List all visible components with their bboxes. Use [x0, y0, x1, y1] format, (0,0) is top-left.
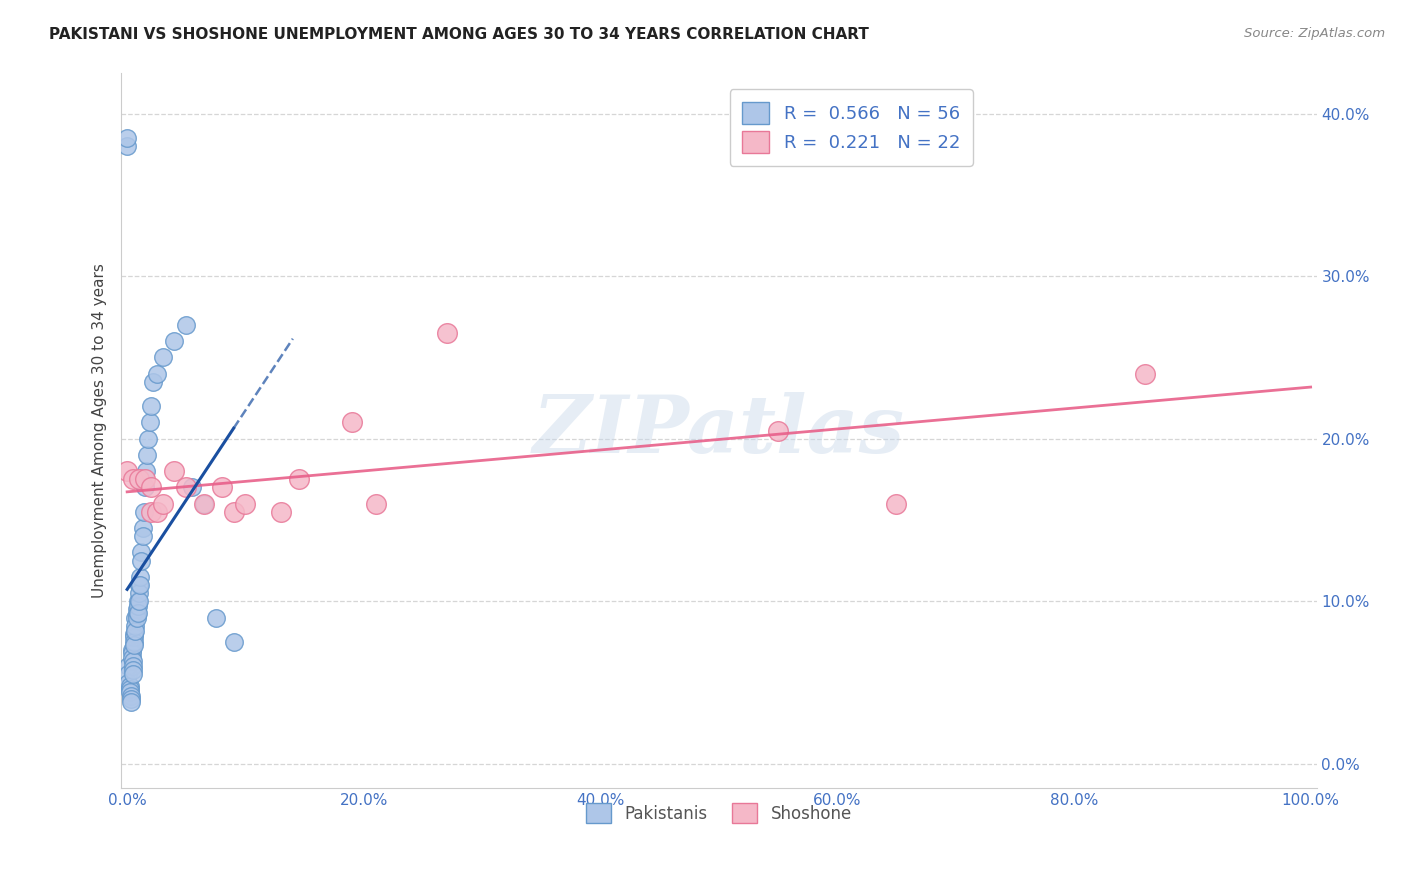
Point [181, 481, 204, 495]
Y-axis label: Unemployment Among Ages 30 to 34 years: Unemployment Among Ages 30 to 34 years [93, 263, 107, 598]
Point [120, 689, 142, 703]
Point [127, 599, 149, 614]
Point [121, 651, 143, 665]
Point [145, 505, 167, 519]
Point [117, 659, 139, 673]
Point [886, 497, 908, 511]
Point [127, 606, 149, 620]
Point [122, 654, 145, 668]
Point [766, 424, 789, 438]
Point [129, 570, 152, 584]
Point [132, 505, 155, 519]
Point [118, 679, 141, 693]
Point [127, 594, 149, 608]
Point [142, 375, 165, 389]
Point [235, 497, 257, 511]
Point [122, 630, 145, 644]
Point [115, 131, 138, 145]
Point [176, 318, 198, 332]
Point [122, 638, 145, 652]
Point [287, 472, 309, 486]
Point [134, 472, 156, 486]
Point [115, 464, 138, 478]
Point [138, 432, 160, 446]
Point [134, 481, 156, 495]
Point [128, 578, 150, 592]
Point [139, 481, 162, 495]
Point [120, 695, 142, 709]
Point [122, 659, 145, 673]
Point [163, 464, 186, 478]
Point [117, 675, 139, 690]
Point [124, 624, 146, 638]
Text: ZIPatlas: ZIPatlas [533, 392, 905, 469]
Point [1133, 367, 1156, 381]
Point [131, 529, 153, 543]
Point [118, 685, 141, 699]
Point [222, 635, 245, 649]
Point [436, 326, 458, 340]
Point [122, 663, 145, 677]
Point [121, 646, 143, 660]
Point [131, 545, 153, 559]
Point [176, 481, 198, 495]
Point [128, 472, 150, 486]
Point [340, 416, 363, 430]
Point [193, 497, 215, 511]
Point [115, 139, 138, 153]
Point [124, 610, 146, 624]
Point [125, 607, 148, 622]
Point [122, 635, 145, 649]
Point [121, 643, 143, 657]
Point [138, 416, 160, 430]
Point [163, 334, 186, 348]
Point [125, 610, 148, 624]
Point [139, 505, 162, 519]
Point [131, 521, 153, 535]
Point [129, 578, 152, 592]
Point [128, 594, 150, 608]
Point [118, 681, 141, 696]
Point [222, 505, 245, 519]
Legend: Pakistanis, Shoshone: Pakistanis, Shoshone [579, 797, 859, 830]
Point [122, 627, 145, 641]
Point [211, 481, 233, 495]
Point [152, 351, 174, 365]
Point [193, 497, 215, 511]
Point [125, 602, 148, 616]
Point [122, 667, 145, 681]
Point [136, 448, 159, 462]
Point [131, 554, 153, 568]
Point [124, 618, 146, 632]
Point [117, 667, 139, 681]
Point [139, 399, 162, 413]
Point [122, 472, 145, 486]
Point [152, 497, 174, 511]
Point [364, 497, 387, 511]
Point [205, 610, 228, 624]
Point [270, 505, 292, 519]
Point [120, 691, 142, 706]
Point [135, 464, 157, 478]
Point [145, 367, 167, 381]
Text: PAKISTANI VS SHOSHONE UNEMPLOYMENT AMONG AGES 30 TO 34 YEARS CORRELATION CHART: PAKISTANI VS SHOSHONE UNEMPLOYMENT AMONG… [49, 27, 869, 42]
Text: Source: ZipAtlas.com: Source: ZipAtlas.com [1244, 27, 1385, 40]
Point [128, 586, 150, 600]
